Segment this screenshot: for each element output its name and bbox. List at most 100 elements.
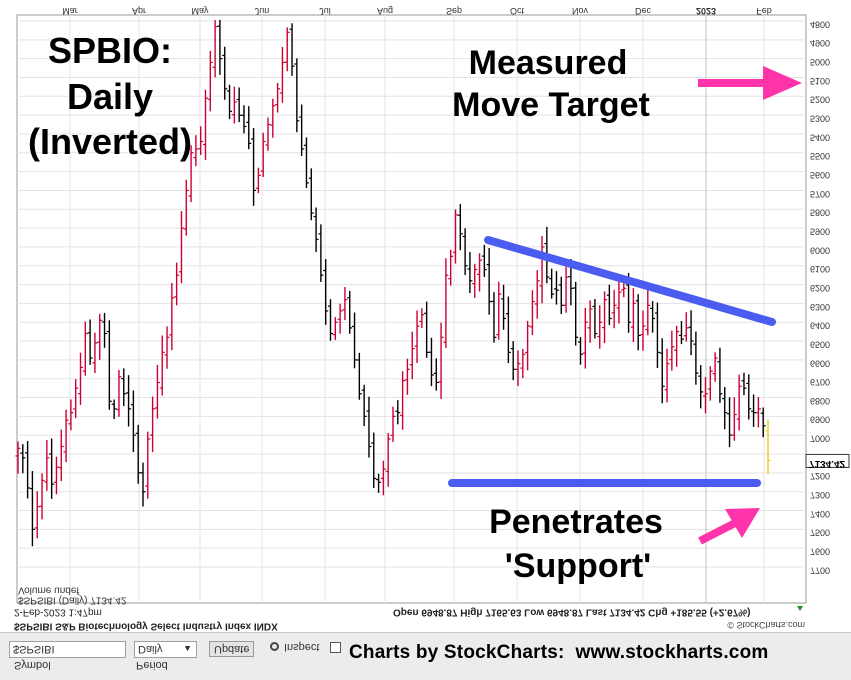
price-bar: [217, 19, 223, 75]
update-button[interactable]: Update: [209, 641, 255, 657]
x-tick-label: Oct: [510, 6, 525, 16]
y-tick-label: 6900: [810, 415, 830, 425]
price-bar: [275, 82, 281, 113]
price-bar: [433, 358, 439, 391]
y-tick-label: 7600: [810, 547, 830, 557]
price-bar: [366, 396, 372, 458]
price-bar: [284, 27, 290, 72]
inspect-checkbox[interactable]: [330, 642, 341, 653]
price-bar: [53, 456, 59, 495]
target-text-line-1: Measured: [469, 44, 628, 82]
crosshair-icon: [270, 642, 279, 651]
price-bar: [39, 473, 45, 520]
price-bar: [707, 366, 713, 401]
x-tick-label: Jul: [319, 6, 331, 16]
price-bar: [342, 287, 348, 321]
price-bar: [198, 126, 204, 155]
price-bar: [44, 439, 50, 491]
price-bar: [328, 299, 333, 341]
price-bar: [15, 441, 21, 474]
price-bar: [164, 326, 170, 369]
price-bar: [654, 302, 660, 369]
price-bar: [251, 128, 257, 206]
x-tick-label: 2023: [696, 6, 716, 16]
price-bar: [73, 379, 79, 419]
title-line-3: (Inverted): [28, 121, 192, 162]
price-bar: [549, 268, 555, 299]
price-bar: [265, 117, 271, 151]
price-bar: [63, 409, 69, 463]
price-bar: [453, 209, 458, 264]
support-arrow-shaft: [698, 517, 741, 545]
y-tick-label: 7000: [810, 434, 830, 444]
inspect-label: Inspect: [284, 641, 320, 653]
price-bar: [760, 407, 766, 438]
price-bar: [25, 440, 31, 499]
price-bar: [400, 371, 406, 430]
support-text-line-1: Penetrates: [489, 503, 663, 541]
x-tick-label: May: [191, 6, 209, 16]
price-bar: [669, 330, 675, 371]
y-tick-label: 5600: [810, 170, 830, 180]
price-bar: [573, 281, 579, 346]
price-bar: [313, 207, 319, 252]
price-bar: [683, 312, 689, 342]
price-bar: [611, 289, 617, 329]
y-tick-label: 4900: [810, 38, 830, 48]
price-bar: [92, 332, 98, 374]
price-bar: [78, 352, 83, 405]
header-symbol: $SPSIBI S&P Biotechnology Select Industr…: [14, 621, 278, 632]
x-tick-label: Jun: [255, 6, 270, 16]
price-bar: [419, 308, 425, 329]
y-tick-label: 6200: [810, 283, 830, 293]
symbol-input[interactable]: $SPSIBI: [9, 641, 126, 658]
price-bar: [395, 400, 401, 425]
x-tick-label: Sep: [446, 6, 462, 16]
price-bar: [159, 335, 165, 396]
price-bar: [227, 84, 233, 120]
price-bar: [592, 298, 598, 339]
price-bar: [303, 137, 309, 189]
price-bar: [116, 370, 122, 417]
price-bar: [102, 312, 108, 348]
price-bar: [529, 290, 535, 336]
price-bar: [246, 106, 252, 150]
price-bar: [462, 228, 468, 275]
y-tick-label: 6500: [810, 339, 830, 349]
x-tick-label: Dec: [635, 6, 652, 16]
price-bar: [414, 310, 420, 364]
chart-svg: 4800 4900 5000 5100 5200 5300 5400 5500 5600 5700…: [14, 6, 850, 632]
price-bar: [650, 301, 656, 333]
price-bar: [582, 307, 588, 369]
ohlc-line: Open 6948.87 High 7165.63 Low 6948.87 La…: [393, 607, 750, 618]
price-bar: [82, 321, 88, 376]
price-bar: [674, 325, 680, 367]
price-bar: [371, 432, 377, 488]
price-bar: [318, 224, 324, 282]
x-tick-label: Nov: [572, 6, 589, 16]
price-bar: [260, 132, 266, 177]
title-line-2: Daily: [67, 76, 153, 117]
price-bar: [207, 50, 213, 112]
price-bar: [491, 292, 497, 343]
price-bar: [135, 424, 141, 484]
price-bar: [222, 46, 228, 100]
price-bar: [390, 406, 396, 442]
price-bar: [698, 365, 704, 409]
price-bar: [376, 473, 382, 493]
x-tick-label: Aug: [377, 6, 393, 16]
y-tick-label: 7200: [810, 471, 830, 481]
price-bar: [150, 396, 156, 453]
price-bar: [289, 23, 295, 76]
price-bar: [741, 372, 747, 396]
y-tick-label: 7400: [810, 509, 830, 519]
price-bar: [597, 305, 603, 349]
price-bar: [443, 258, 449, 348]
price-bar: [212, 20, 218, 78]
price-bar: [467, 251, 473, 294]
price-bar: [193, 135, 199, 167]
y-tick-label: 7500: [810, 528, 830, 538]
price-bar: [746, 374, 752, 420]
period-select[interactable]: Daily ▲: [134, 641, 197, 658]
last-price-box: [805, 453, 850, 468]
